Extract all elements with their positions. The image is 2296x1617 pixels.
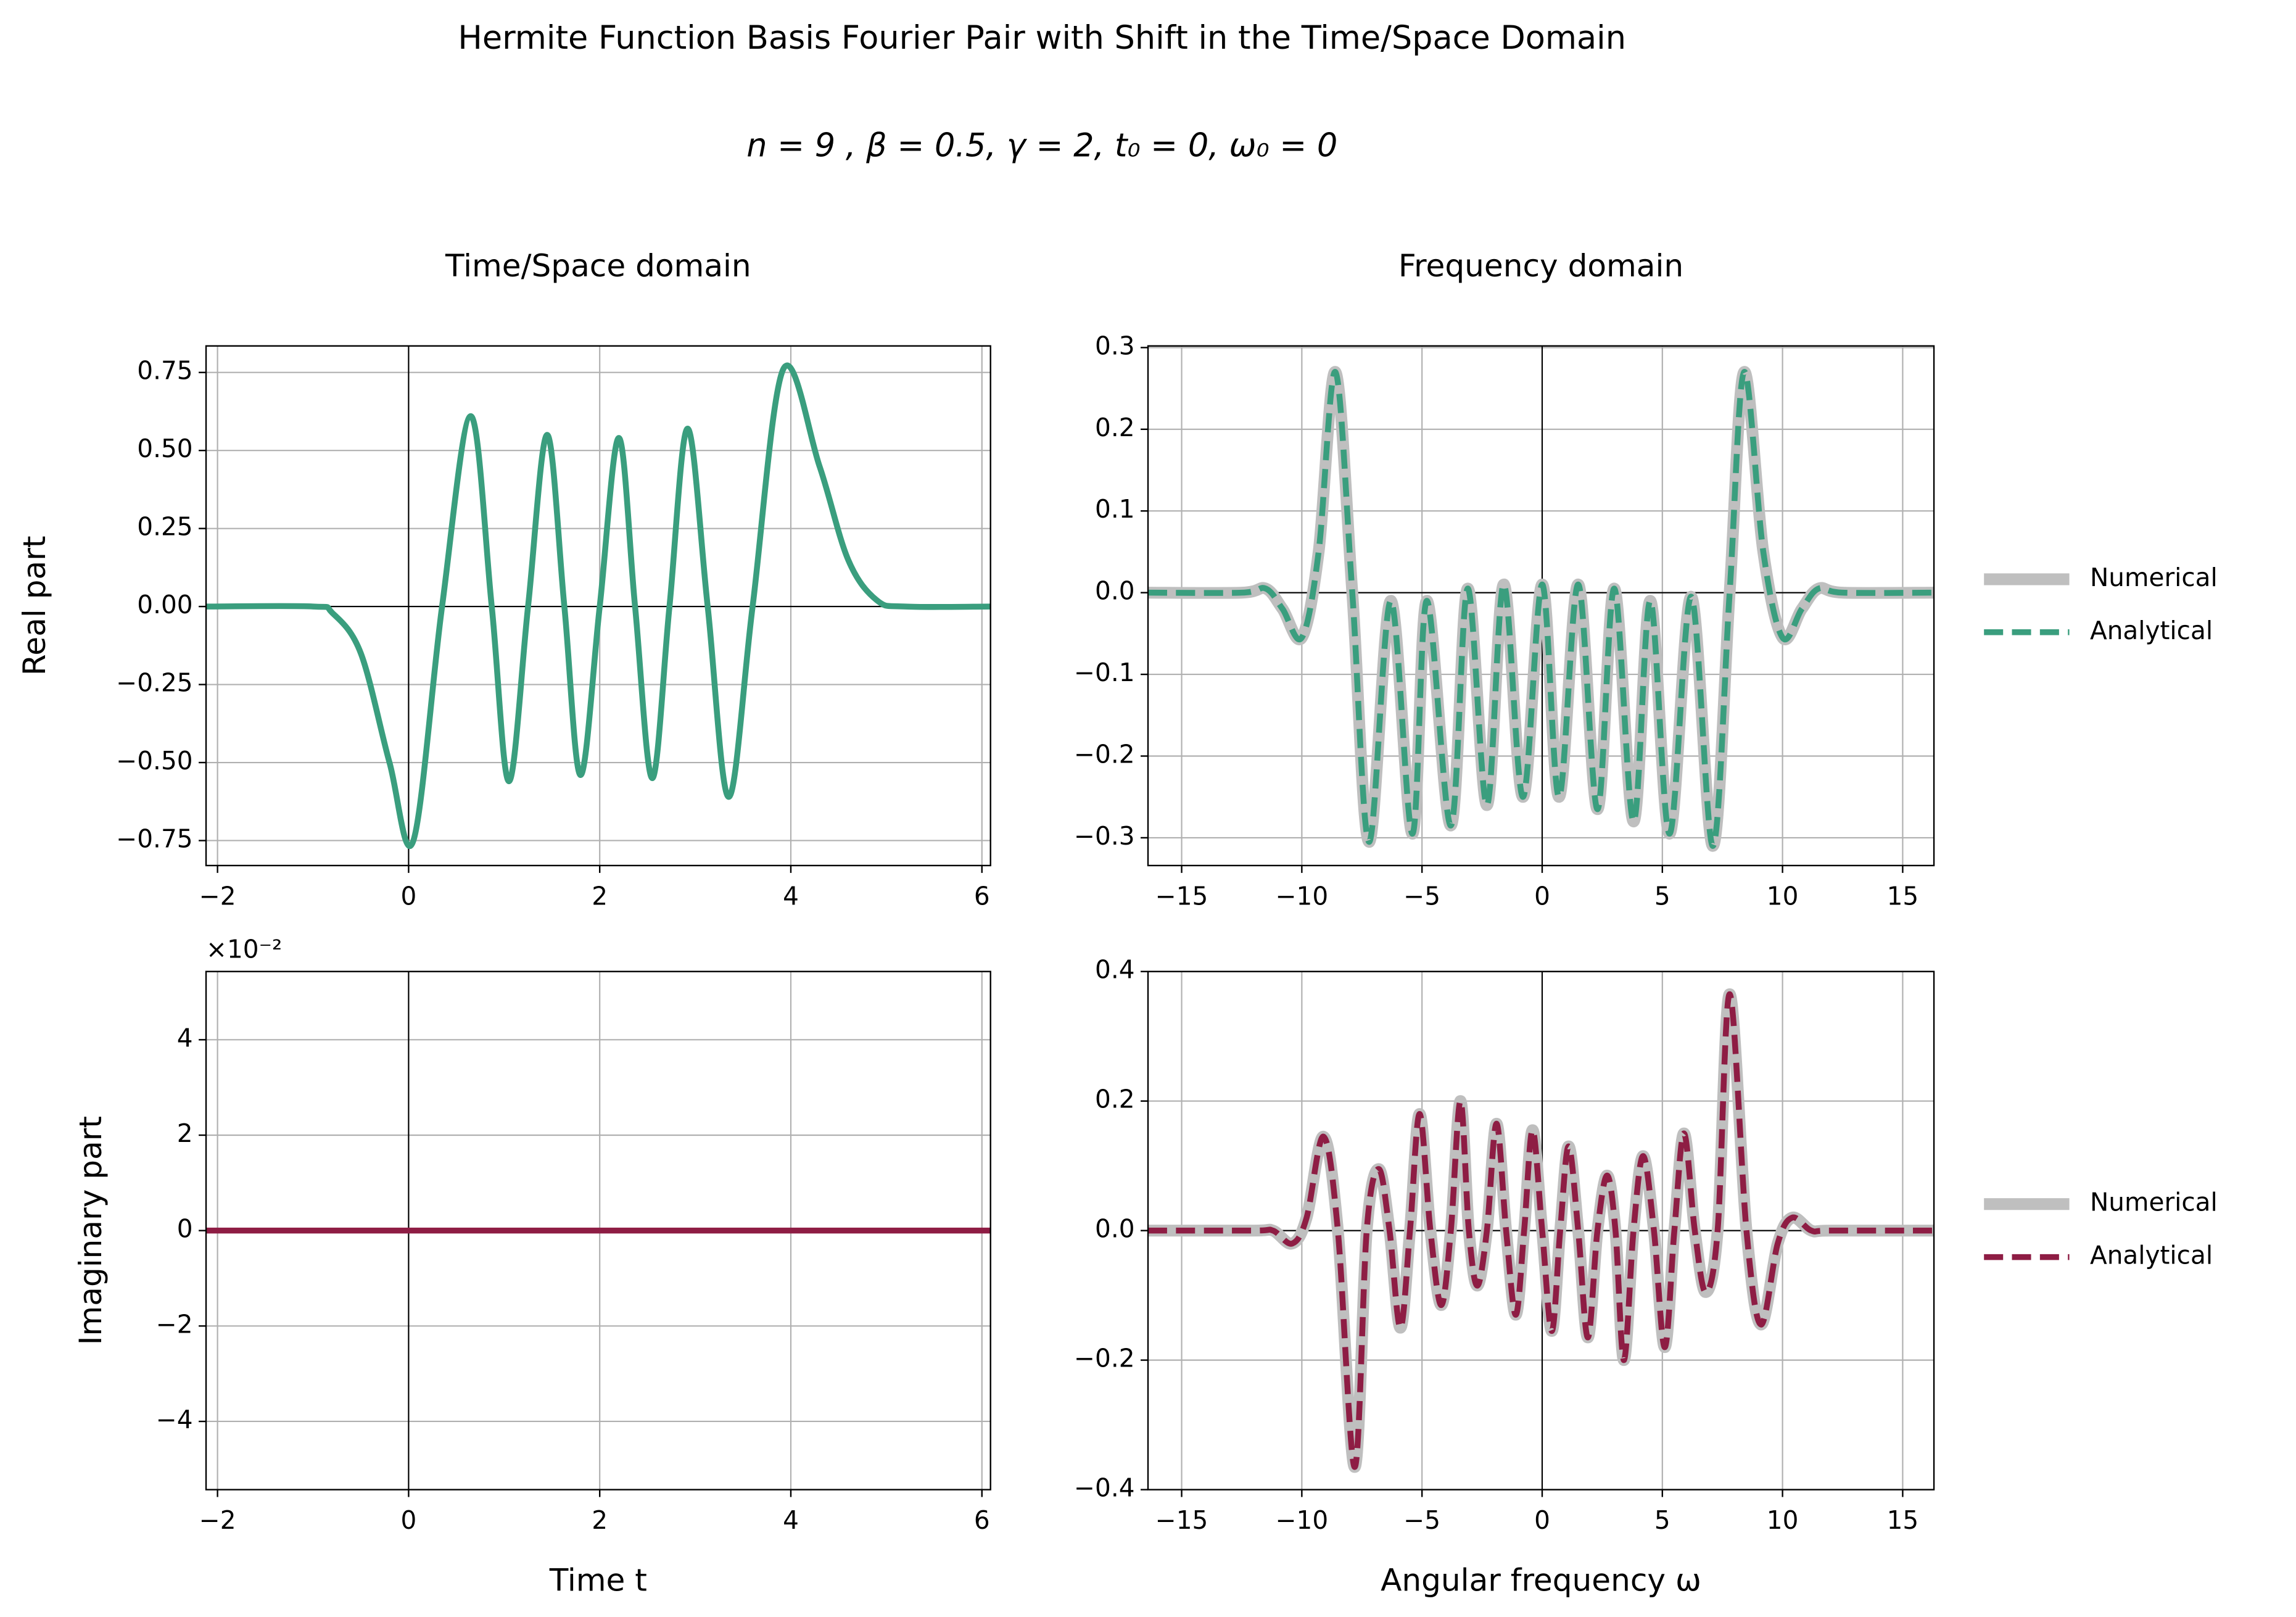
axes-frame [205, 345, 991, 867]
y-tick-label: −0.2 [1074, 740, 1134, 769]
x-tick-label: −15 [1155, 881, 1208, 911]
y-offset-label: ×10⁻² [206, 934, 282, 964]
x-tick-label: −10 [1276, 881, 1329, 911]
x-tick-label: 15 [1887, 1505, 1919, 1535]
figure-subtitle: n = 9 , β = 0.5, γ = 2, t₀ = 0, ω₀ = 0 [746, 126, 1337, 164]
y-tick-label: −0.75 [116, 824, 192, 853]
y-tick-label: 0.2 [1095, 413, 1134, 442]
legend-label: Numerical [2090, 563, 2218, 592]
x-tick-label: 10 [1767, 1505, 1799, 1535]
axes-frame [1147, 970, 1935, 1491]
y-tick-label: 0.75 [137, 356, 192, 386]
axes-frame [1147, 345, 1935, 867]
x-axis-label: Angular frequency ω [1381, 1561, 1701, 1598]
figure-title: Hermite Function Basis Fourier Pair with… [458, 19, 1626, 57]
y-axis-label: Imaginary part [72, 1116, 109, 1345]
x-tick-label: 5 [1654, 1505, 1670, 1535]
y-tick-label: 0.2 [1095, 1085, 1134, 1114]
y-axis-label: Real part [16, 536, 52, 676]
x-axis-label: Time t [549, 1561, 647, 1598]
x-tick-label: −15 [1155, 1505, 1208, 1535]
x-tick-label: 0 [400, 1505, 416, 1535]
legend-label: Analytical [2090, 616, 2213, 645]
y-tick-label: 0.0 [1095, 576, 1134, 606]
x-tick-label: 15 [1887, 881, 1919, 911]
x-tick-label: 6 [974, 1505, 990, 1535]
y-tick-label: −0.4 [1074, 1473, 1134, 1503]
y-tick-label: 0 [177, 1214, 193, 1244]
axes-title: Time/Space domain [445, 247, 751, 284]
y-tick-label: 0.1 [1095, 494, 1134, 524]
x-tick-label: 2 [592, 881, 608, 911]
y-tick-label: −0.25 [116, 668, 192, 698]
y-tick-label: 0.00 [137, 590, 192, 619]
y-tick-label: −2 [156, 1309, 193, 1339]
y-tick-label: −0.2 [1074, 1344, 1134, 1373]
series-line [1148, 369, 1935, 849]
x-tick-label: 0 [400, 881, 416, 911]
x-tick-label: 2 [592, 1505, 608, 1535]
y-tick-label: −4 [156, 1405, 193, 1434]
axes-title: Frequency domain [1398, 247, 1683, 284]
y-tick-label: 0.0 [1095, 1214, 1134, 1244]
x-tick-label: −2 [199, 1505, 236, 1535]
legend-label: Analytical [2090, 1241, 2213, 1270]
y-tick-label: 0.4 [1095, 955, 1134, 985]
y-tick-label: −0.50 [116, 746, 192, 775]
x-tick-label: 0 [1534, 881, 1550, 911]
x-tick-label: 0 [1534, 1505, 1550, 1535]
y-tick-label: 2 [177, 1119, 193, 1148]
x-tick-label: −10 [1276, 1505, 1329, 1535]
x-tick-label: −5 [1403, 1505, 1440, 1535]
y-tick-label: 4 [177, 1023, 193, 1052]
y-tick-label: −0.3 [1074, 821, 1134, 851]
x-tick-label: 4 [783, 881, 799, 911]
legend-label: Numerical [2090, 1188, 2218, 1217]
y-tick-label: 0.50 [137, 434, 192, 463]
y-tick-label: 0.3 [1095, 331, 1134, 360]
x-tick-label: 5 [1654, 881, 1670, 911]
x-tick-label: −5 [1403, 881, 1440, 911]
x-tick-label: −2 [199, 881, 236, 911]
series-line [206, 362, 991, 850]
x-tick-label: 10 [1767, 881, 1799, 911]
y-tick-label: 0.25 [137, 512, 192, 542]
x-tick-label: 6 [974, 881, 990, 911]
x-tick-label: 4 [783, 1505, 799, 1535]
series-line [1148, 991, 1935, 1470]
axes-frame [205, 970, 991, 1491]
y-tick-label: −0.1 [1074, 658, 1134, 687]
